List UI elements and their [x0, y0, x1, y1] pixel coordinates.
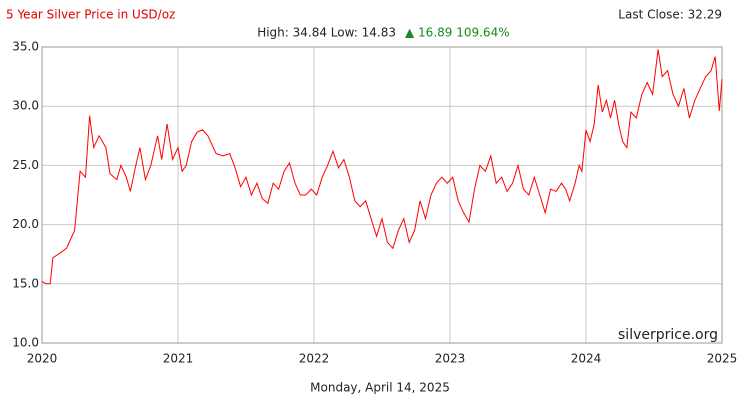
x-tick-label: 2023 — [435, 352, 466, 366]
source: silverprice.org — [618, 327, 718, 343]
x-tick-label: 2024 — [571, 352, 602, 366]
y-tick-label: 35.0 — [12, 40, 39, 54]
change: ▲ 16.89 109.64% — [405, 26, 510, 40]
price-line — [41, 49, 723, 285]
x-tick-label: 2021 — [163, 352, 194, 366]
y-tick-label: 15.0 — [12, 276, 39, 290]
x-tick-label: 2022 — [299, 352, 330, 366]
y-tick-label: 25.0 — [12, 158, 39, 172]
y-tick-label: 10.0 — [12, 336, 39, 350]
y-tick-label: 20.0 — [12, 217, 39, 231]
x-tick-label: 2025 — [707, 352, 738, 366]
plot-frame — [41, 46, 723, 344]
x-tick-label: 2020 — [27, 352, 58, 366]
y-tick-label: 30.0 — [12, 99, 39, 113]
date: Monday, April 14, 2025 — [310, 381, 450, 395]
chart-title: 5 Year Silver Price in USD/oz — [6, 8, 175, 22]
last-close: Last Close: 32.29 — [618, 8, 722, 22]
high-low: High: 34.84 Low: 14.83 — [257, 26, 396, 40]
